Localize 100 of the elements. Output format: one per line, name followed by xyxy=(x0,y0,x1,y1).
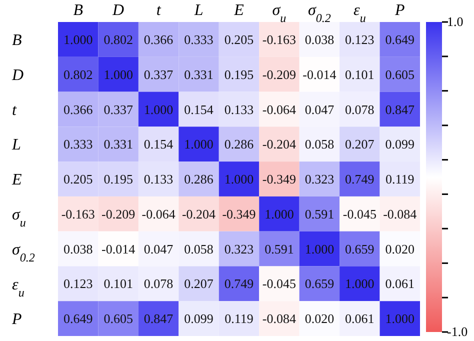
data-label: 0.038 xyxy=(63,241,93,256)
data-label: 0.195 xyxy=(224,66,254,82)
data-label: 0.061 xyxy=(385,276,415,292)
y-tick-label: B xyxy=(12,32,22,50)
data-label: 0.038 xyxy=(304,32,334,47)
data-label: 0.205 xyxy=(63,172,93,187)
data-label: 0.802 xyxy=(63,66,93,82)
data-label: 0.286 xyxy=(224,136,254,152)
data-label: -0.045 xyxy=(262,276,296,292)
y-tick-label: D xyxy=(11,66,24,84)
data-label: 0.749 xyxy=(345,172,374,187)
data-label: 0.133 xyxy=(224,102,254,117)
data-label: 0.605 xyxy=(104,311,133,326)
data-label: 0.047 xyxy=(304,102,335,117)
x-tick-label: B xyxy=(73,2,84,19)
data-label: -0.014 xyxy=(102,241,136,256)
data-label: 0.366 xyxy=(63,102,94,117)
data-label: 0.659 xyxy=(345,241,374,256)
x-tick-label: ε$_{u}$ xyxy=(354,2,366,25)
data-label: -0.163 xyxy=(61,206,95,222)
data-label: -0.014 xyxy=(302,66,337,82)
data-label: -0.209 xyxy=(102,206,136,222)
y-tick-label: ε$_{u}$ xyxy=(12,276,24,300)
data-label: 0.020 xyxy=(385,241,415,256)
data-label: 0.591 xyxy=(304,206,334,222)
data-label: 1.000 xyxy=(63,32,93,47)
data-label: 0.366 xyxy=(144,32,174,47)
x-tick-label: L xyxy=(193,2,204,19)
data-label: 0.205 xyxy=(224,32,254,47)
data-label: 0.047 xyxy=(144,241,174,256)
data-label: 1.000 xyxy=(304,241,334,256)
data-label: 1.000 xyxy=(264,206,294,222)
data-label: 0.337 xyxy=(144,66,174,82)
y-tick-label: t xyxy=(12,102,17,119)
data-label: 0.133 xyxy=(144,172,174,187)
data-label: -0.084 xyxy=(262,311,297,326)
data-label: 0.154 xyxy=(184,102,214,117)
data-label: 0.337 xyxy=(104,102,134,117)
data-label: 0.058 xyxy=(304,136,334,152)
x-tick-label: E xyxy=(233,2,244,19)
x-tick-label: D xyxy=(112,2,125,19)
data-label: 0.649 xyxy=(63,311,93,326)
data-label: 0.078 xyxy=(144,276,174,292)
color-bar-label: 1.0 xyxy=(447,14,464,30)
data-label: 0.605 xyxy=(385,66,415,82)
data-label: 0.207 xyxy=(184,276,214,292)
data-label: 1.000 xyxy=(144,102,174,117)
data-label: 0.847 xyxy=(385,102,416,117)
y-tick-label: σ$_{0.2}$ xyxy=(12,241,35,264)
data-label: 0.020 xyxy=(304,311,334,326)
data-label: 0.331 xyxy=(104,136,133,152)
data-label: 0.123 xyxy=(63,276,93,292)
data-label: -0.204 xyxy=(262,136,297,152)
data-label: 0.078 xyxy=(345,102,374,117)
data-label: 0.323 xyxy=(224,241,254,256)
data-label: -0.349 xyxy=(222,206,256,222)
data-label: 0.847 xyxy=(144,311,174,326)
data-label: -0.204 xyxy=(182,206,216,222)
data-label: 0.649 xyxy=(385,32,415,47)
data-label: 1.000 xyxy=(345,276,374,292)
y-tick-label: σ$_{u}$ xyxy=(12,206,26,230)
data-label: 0.195 xyxy=(104,172,133,187)
data-label: 0.659 xyxy=(304,276,334,292)
data-label: 0.154 xyxy=(144,136,174,152)
y-tick-label: E xyxy=(11,172,22,189)
data-label: 0.333 xyxy=(63,136,93,152)
data-label: -0.349 xyxy=(262,172,296,187)
data-label: 0.802 xyxy=(104,32,133,47)
data-label: 0.099 xyxy=(184,311,214,326)
data-label: 0.123 xyxy=(345,32,374,47)
data-label: 0.061 xyxy=(345,311,374,326)
data-label: 1.000 xyxy=(104,66,133,82)
x-tick-label: σ$_{0.2}$ xyxy=(308,2,331,25)
y-tick-label: P xyxy=(11,311,22,328)
data-label: -0.064 xyxy=(262,102,297,117)
data-label: 0.333 xyxy=(184,32,214,47)
data-label: 0.749 xyxy=(224,276,254,292)
data-label: -0.064 xyxy=(142,206,176,222)
data-label: 0.101 xyxy=(104,276,133,292)
x-tick-label: t xyxy=(156,2,162,19)
data-label: 0.058 xyxy=(184,241,214,256)
data-label: 0.286 xyxy=(184,172,214,187)
x-tick-label: P xyxy=(394,2,405,19)
data-label: 0.331 xyxy=(184,66,214,82)
data-label: 0.323 xyxy=(304,172,334,187)
data-label: 0.101 xyxy=(345,66,374,82)
x-tick-label: σ$_{u}$ xyxy=(272,2,286,25)
data-label: 0.207 xyxy=(345,136,375,152)
y-tick-label: L xyxy=(11,136,21,154)
data-label: 0.591 xyxy=(264,241,294,256)
data-label: 1.000 xyxy=(385,311,415,326)
data-label: -0.084 xyxy=(383,206,418,222)
data-label: 0.119 xyxy=(386,172,414,187)
data-label: 1.000 xyxy=(184,136,214,152)
data-label: -0.045 xyxy=(342,206,376,222)
data-label: 1.000 xyxy=(224,172,254,187)
color-bar-label: -1.0 xyxy=(447,324,468,340)
data-label: 0.099 xyxy=(385,136,415,152)
data-label: -0.209 xyxy=(262,66,296,82)
data-label: -0.163 xyxy=(262,32,296,47)
